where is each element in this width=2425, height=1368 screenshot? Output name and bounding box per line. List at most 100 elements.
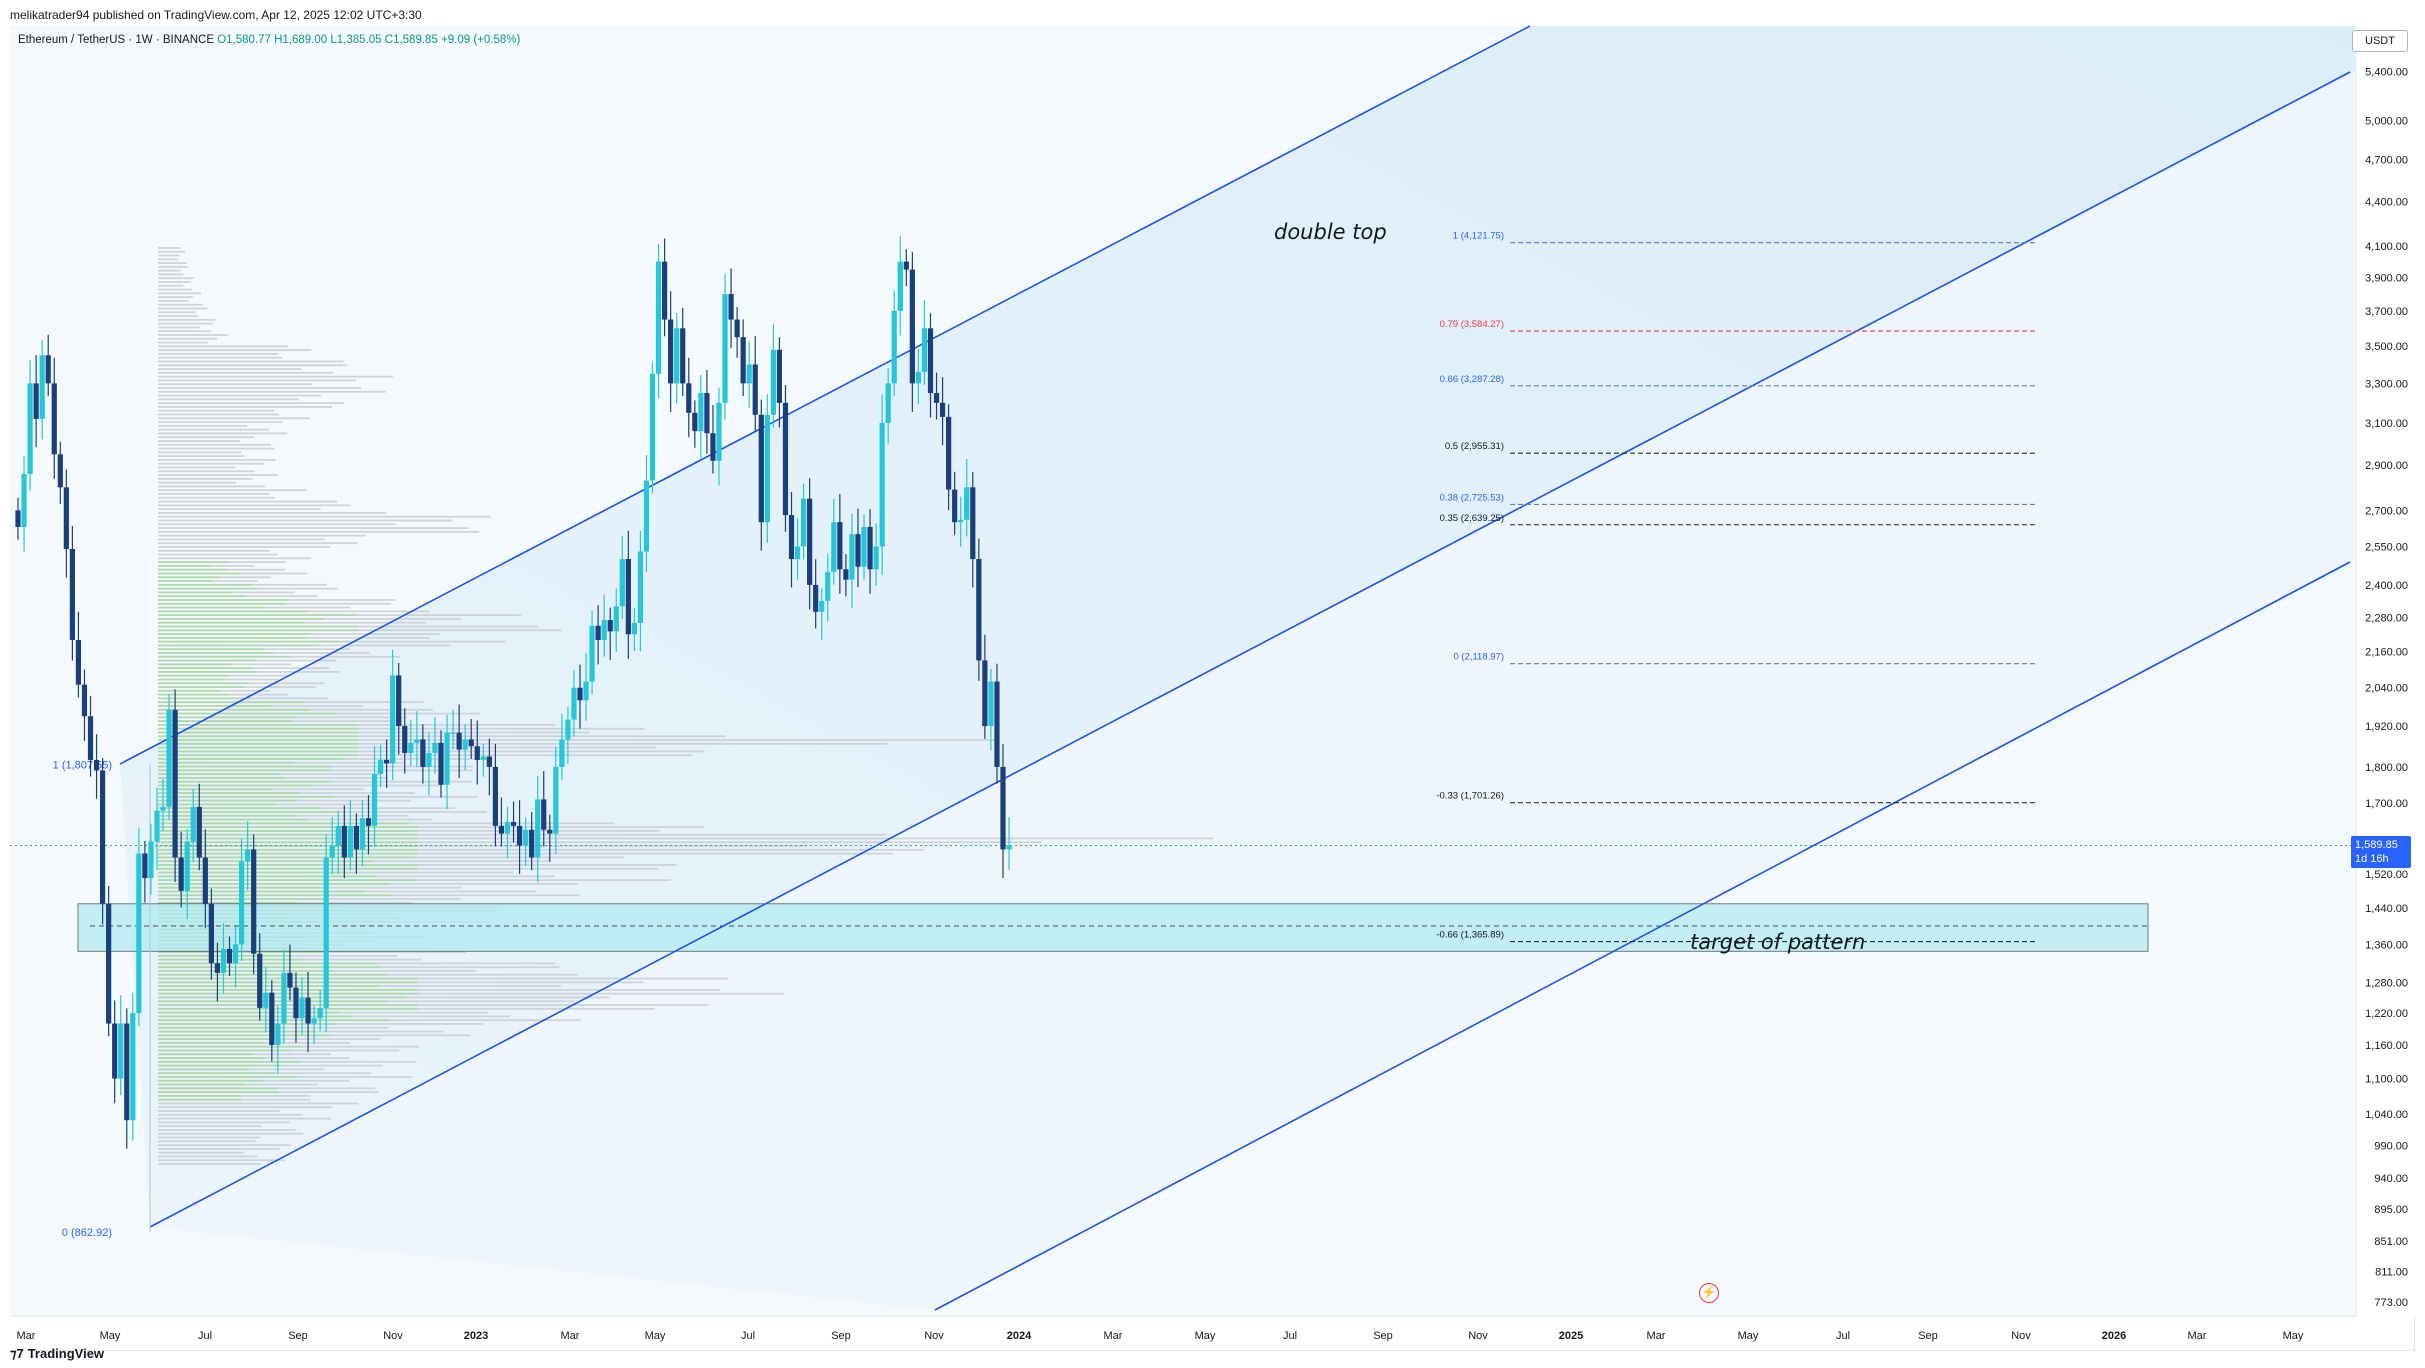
fib-label: 1 (4,121.75)	[1453, 231, 1504, 242]
symbol-legend[interactable]: Ethereum / TetherUS · 1W · BINANCE O1,58…	[18, 34, 520, 46]
time-tick-label: Jul	[741, 1330, 755, 1342]
volume-profile-bar	[158, 428, 270, 431]
candle-body	[106, 903, 112, 1024]
candle-body	[299, 997, 305, 1019]
candle	[595, 605, 601, 665]
volume-profile-bar	[158, 341, 208, 344]
candle-body	[649, 373, 656, 481]
volume-profile-bar	[158, 739, 998, 741]
candle	[752, 336, 758, 432]
candle-body	[311, 1018, 317, 1024]
volume-profile-value-area	[158, 992, 418, 995]
candle	[21, 456, 27, 552]
symbol-name: Ethereum / TetherUS · 1W · BINANCE	[18, 34, 214, 46]
volume-profile-value-area	[158, 788, 272, 791]
candle-body	[613, 606, 619, 632]
candle-body	[704, 393, 710, 434]
candle-body	[178, 857, 184, 891]
candle	[958, 496, 964, 547]
volume-profile-value-area	[158, 951, 328, 953]
candle	[81, 669, 88, 741]
candle	[190, 789, 196, 863]
candle	[160, 778, 166, 832]
price-tick-label: 2,900.00	[2365, 460, 2408, 472]
candle	[287, 944, 293, 1001]
candle-body	[728, 294, 734, 320]
volume-profile-value-area	[158, 576, 220, 579]
candle	[776, 337, 783, 428]
candle-body	[263, 992, 269, 1008]
candle	[510, 801, 517, 843]
candle-body	[933, 393, 940, 403]
volume-profile-value-area	[158, 1038, 281, 1041]
candle-body	[722, 294, 728, 403]
price-tick-label: 2,160.00	[2365, 647, 2408, 659]
candle	[800, 483, 807, 560]
price-tick-label: 3,700.00	[2365, 306, 2408, 318]
candle	[927, 313, 934, 418]
candle-body	[964, 487, 970, 520]
volume-profile-value-area	[158, 962, 377, 965]
candle	[57, 441, 63, 505]
volume-profile-value-area	[158, 1034, 330, 1037]
time-tick-label: 2023	[464, 1330, 488, 1342]
volume-profile-value-area	[158, 879, 418, 882]
volume-profile-bar	[158, 466, 236, 469]
candle	[118, 995, 124, 1096]
time-tick-label: 2025	[1559, 1330, 1583, 1342]
candle-body	[595, 625, 601, 640]
tradingview-icon: ⁊7	[10, 1346, 24, 1361]
candle	[474, 720, 480, 785]
volume-profile-value-area	[158, 595, 246, 598]
left-fib-label: 0 (862.92)	[62, 1227, 112, 1239]
candle-body	[643, 480, 650, 552]
volume-profile-bar	[158, 1106, 332, 1109]
price-tick-label: 1,520.00	[2365, 869, 2408, 881]
candle	[87, 695, 94, 777]
price-tick-label: 1,280.00	[2365, 978, 2408, 990]
candle-body	[843, 569, 849, 580]
volume-profile-value-area	[158, 716, 295, 719]
candle	[432, 717, 438, 774]
volume-profile-bar	[158, 530, 480, 533]
candle-body	[130, 1013, 136, 1121]
price-tick-label: 773.00	[2374, 1297, 2408, 1309]
candle-body	[154, 810, 160, 842]
candle-body	[565, 719, 571, 740]
time-tick-label: 2026	[2102, 1330, 2126, 1342]
candle-body	[837, 522, 843, 570]
candle	[33, 355, 39, 448]
candle	[649, 361, 656, 494]
time-tick-label: Mar	[2188, 1330, 2207, 1342]
candle	[444, 714, 450, 810]
volume-profile-value-area	[158, 693, 230, 696]
candle-body	[861, 526, 867, 567]
lightning-icon[interactable]: ⚡	[1699, 1283, 1719, 1303]
candle	[994, 663, 1000, 784]
volume-profile-value-area	[158, 640, 350, 643]
tradingview-logo[interactable]: ⁊7 TradingView	[10, 1346, 104, 1362]
volume-profile-value-area	[158, 1072, 276, 1075]
volume-profile-bar	[158, 353, 278, 355]
volume-profile-bar	[158, 258, 178, 261]
volume-profile-value-area	[158, 614, 358, 617]
candle	[402, 708, 408, 774]
candle-body	[535, 799, 541, 858]
volume-profile-bar	[158, 330, 212, 333]
volume-profile-bar	[158, 1132, 304, 1135]
volume-profile-value-area	[158, 636, 308, 639]
volume-profile-bar	[158, 519, 453, 522]
volume-profile-value-area	[158, 841, 418, 844]
volume-profile-bar	[158, 1147, 280, 1150]
volume-profile-value-area	[158, 1030, 316, 1033]
price-tick-label: 4,700.00	[2365, 155, 2408, 167]
volume-profile-bar	[158, 379, 357, 382]
price-axis	[2356, 26, 2415, 1316]
candle-body	[275, 1023, 281, 1045]
candle	[27, 360, 33, 491]
candle-body	[879, 422, 885, 547]
volume-profile-bar	[158, 629, 562, 632]
candle-body	[63, 487, 69, 550]
currency-label[interactable]: USDT	[2352, 30, 2408, 52]
